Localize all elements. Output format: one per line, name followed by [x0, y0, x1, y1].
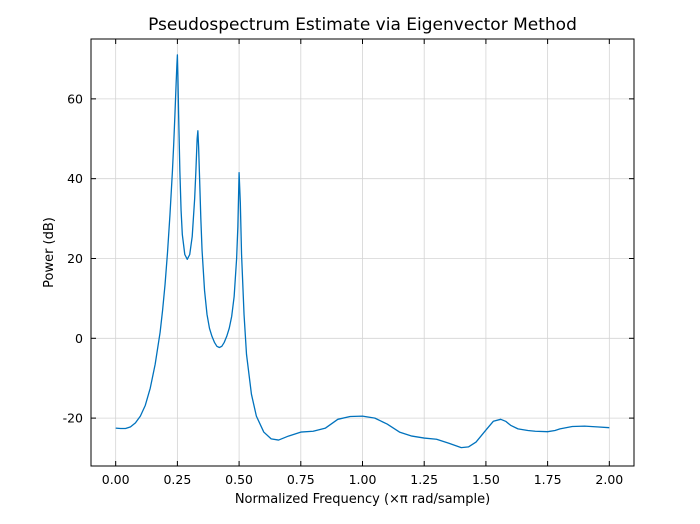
y-tick-label: 40	[67, 171, 83, 186]
tick-layer: 0.00 0.25 0.50 0.75 1.00 1.25 1.50 1.75 2.00 -20 0…	[63, 39, 634, 487]
x-tick-label: 1.25	[410, 472, 438, 487]
x-tick-label: 0.75	[287, 472, 315, 487]
y-tick-label: 60	[67, 91, 83, 106]
x-tick-label: 1.50	[472, 472, 500, 487]
y-axis-label: Power (dB)	[42, 217, 57, 288]
x-tick-label: 1.00	[349, 472, 377, 487]
x-tick-label: 0.50	[225, 472, 253, 487]
y-tick-label: -20	[63, 411, 83, 426]
chart-title: Pseudospectrum Estimate via Eigenvector …	[148, 15, 577, 35]
y-tick-label: 0	[75, 331, 83, 346]
grid-layer	[91, 39, 634, 466]
series-line	[115, 54, 610, 449]
x-tick-label: 0.00	[102, 472, 130, 487]
x-tick-label: 2.00	[595, 472, 623, 487]
x-axis-label: Normalized Frequency (×π rad/sample)	[235, 492, 490, 507]
x-tick-label: 0.25	[163, 472, 191, 487]
y-tick-label: 20	[67, 251, 83, 266]
x-tick-label: 1.75	[534, 472, 562, 487]
series-layer	[115, 54, 610, 449]
